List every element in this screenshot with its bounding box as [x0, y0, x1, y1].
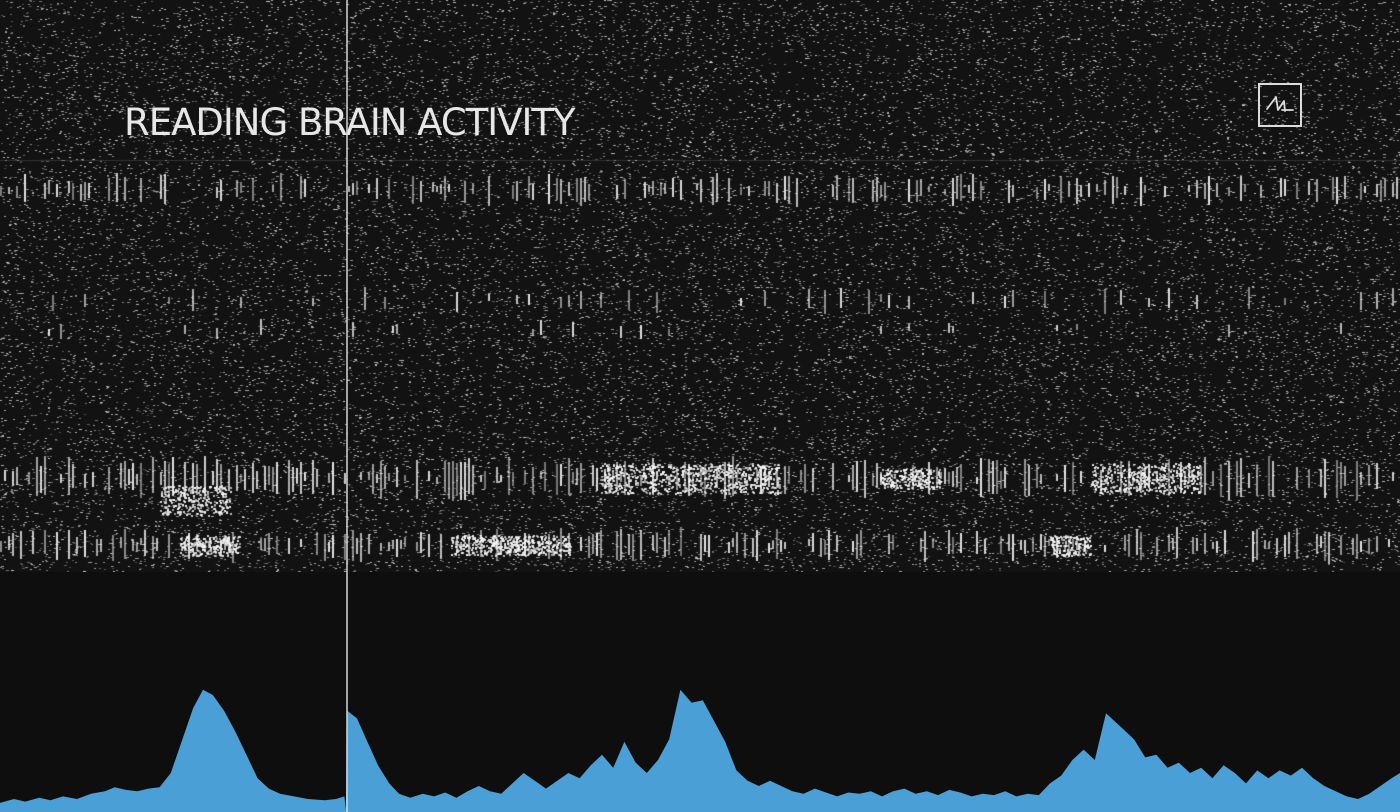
- spike-raster-panel: READING BRAIN ACTIVITY: [0, 0, 1400, 572]
- logo-button[interactable]: [1258, 83, 1302, 127]
- activity-trace-area: [0, 690, 1400, 812]
- activity-trace-panel: [0, 572, 1400, 812]
- neuralink-waveform-logo-icon: [1265, 91, 1295, 119]
- spike-raster-plot: [0, 0, 1400, 572]
- page-title: READING BRAIN ACTIVITY: [124, 104, 575, 141]
- playhead-cursor[interactable]: [346, 0, 348, 812]
- activity-trace-chart: [0, 572, 1400, 812]
